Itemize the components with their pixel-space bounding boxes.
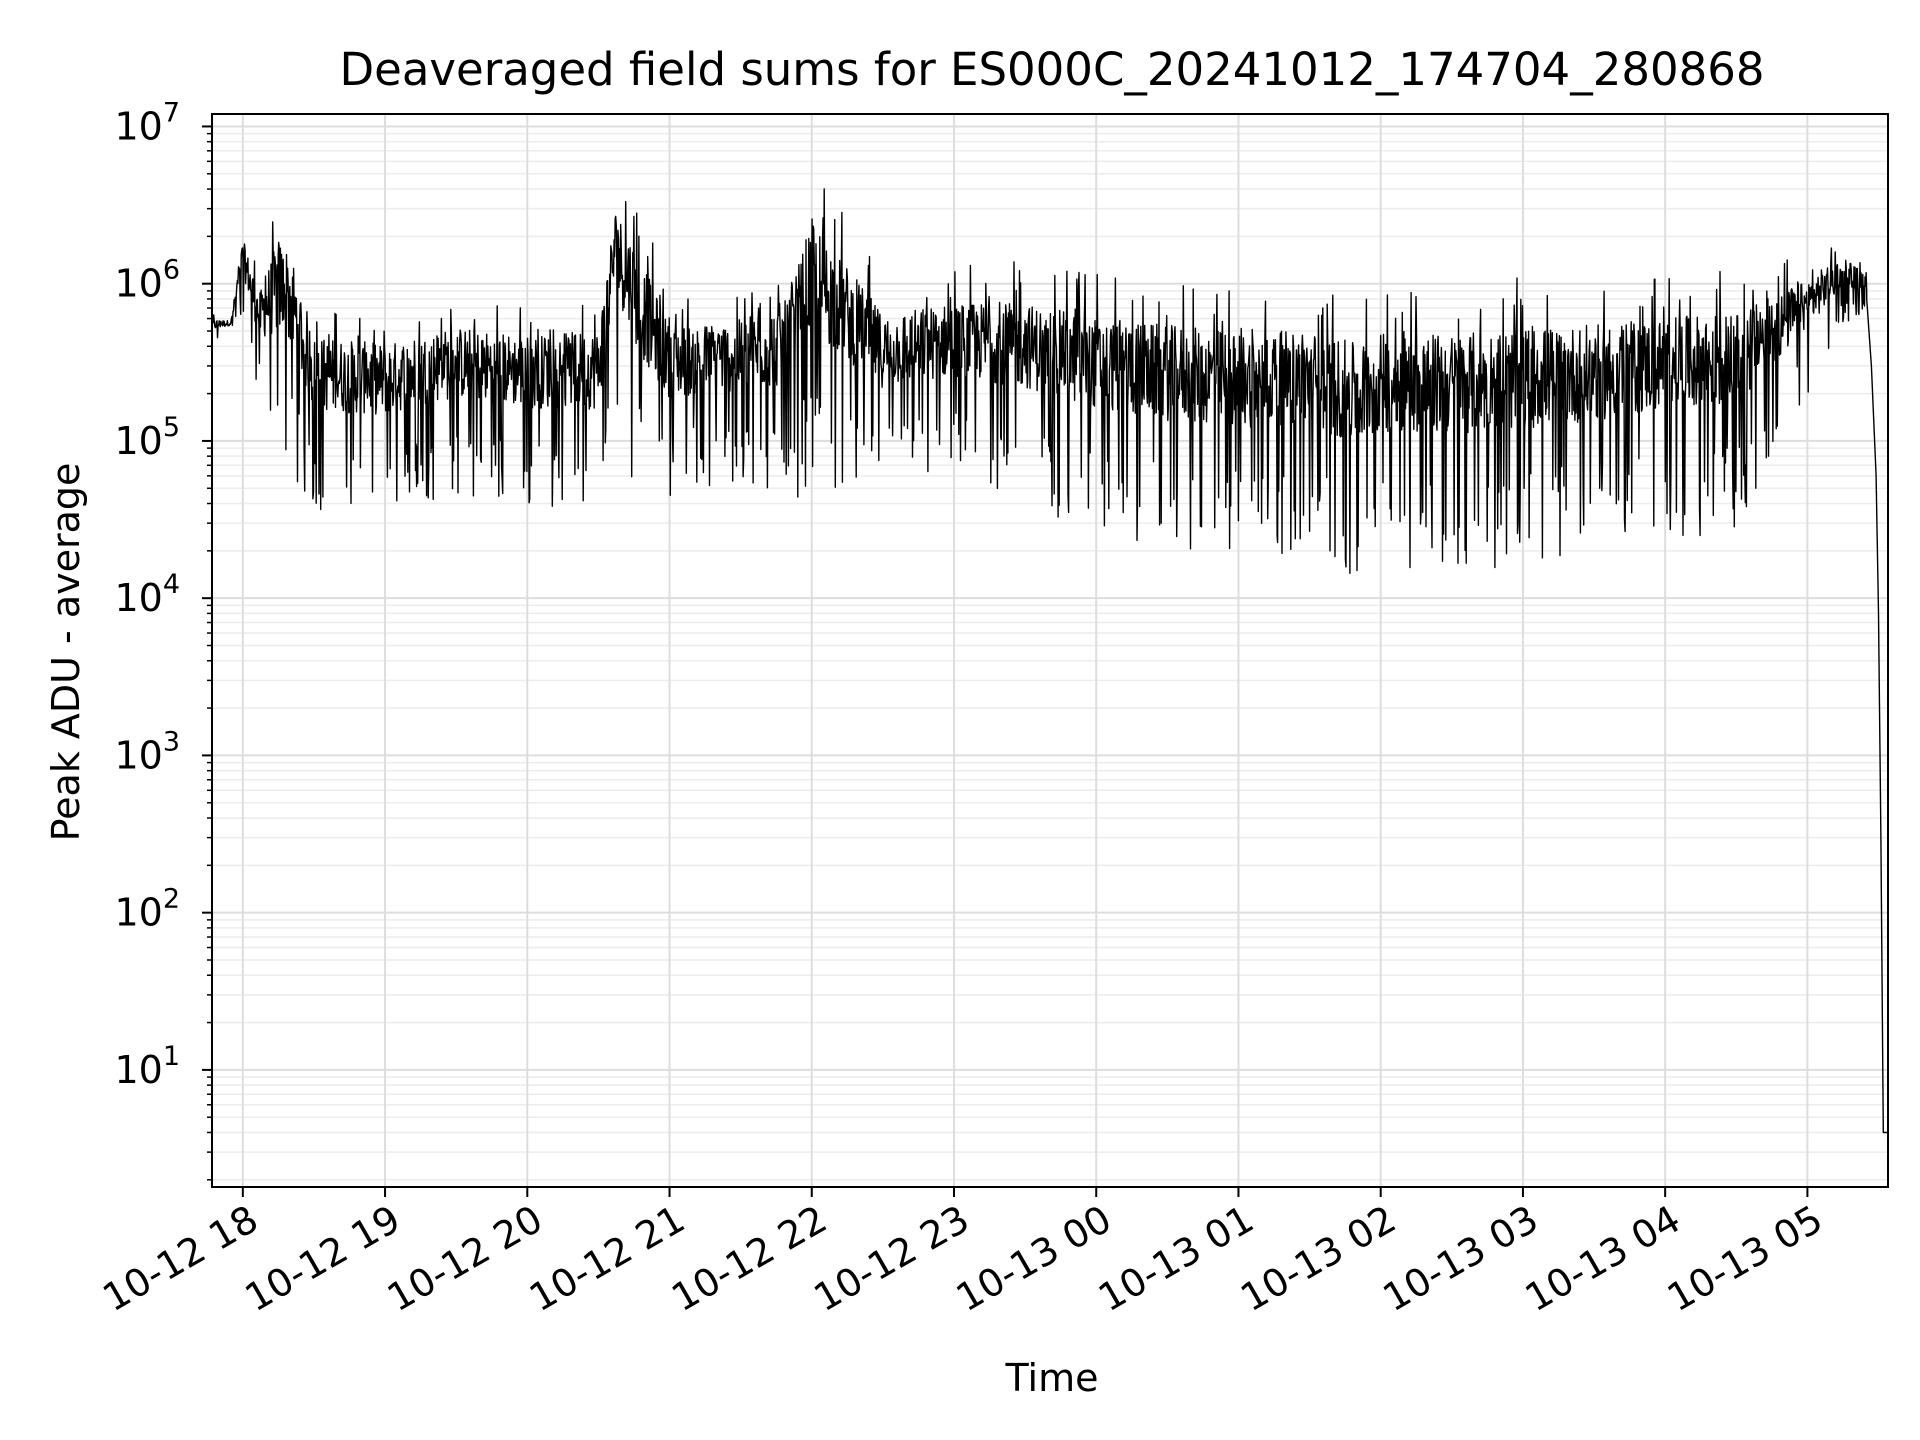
x-tick-label: 10-12 20 (380, 1197, 550, 1321)
y-tick-label: 104 (114, 569, 180, 620)
x-tick-label: 10-13 02 (1233, 1197, 1403, 1321)
y-tick-label: 103 (114, 726, 180, 777)
series-line (211, 188, 1888, 1134)
x-tick-label: 10-13 05 (1660, 1197, 1830, 1321)
plot-frame (211, 113, 1889, 1188)
x-tick-label: 10-12 23 (807, 1197, 977, 1321)
series-path (211, 188, 1888, 1134)
x-tick-label: 10-12 21 (522, 1197, 692, 1321)
x-tick-label: 10-12 18 (95, 1197, 265, 1321)
x-tick-label: 10-12 22 (664, 1197, 834, 1321)
x-tick-label: 10-13 01 (1091, 1197, 1261, 1321)
x-axis-label: Time (1005, 1356, 1099, 1400)
y-axis-label: Peak ADU - average (44, 463, 88, 842)
y-axis-ticks: 101 102 103 104 105 106 107 (114, 97, 212, 1181)
x-tick-label: 10-13 00 (949, 1197, 1119, 1321)
x-tick-label: 10-12 19 (238, 1197, 408, 1321)
y-tick-label: 102 (114, 884, 180, 935)
x-tick-label: 10-13 04 (1518, 1197, 1688, 1321)
y-tick-label: 106 (114, 255, 180, 306)
major-gridlines (212, 114, 1888, 1187)
chart-title: Deaveraged field sums for ES000C_2024101… (340, 43, 1765, 96)
y-tick-label: 107 (114, 97, 180, 148)
y-tick-label: 105 (114, 412, 180, 463)
y-tick-label: 101 (114, 1041, 180, 1092)
x-tick-label: 10-13 03 (1375, 1197, 1545, 1321)
minor-gridlines (212, 132, 1888, 1181)
